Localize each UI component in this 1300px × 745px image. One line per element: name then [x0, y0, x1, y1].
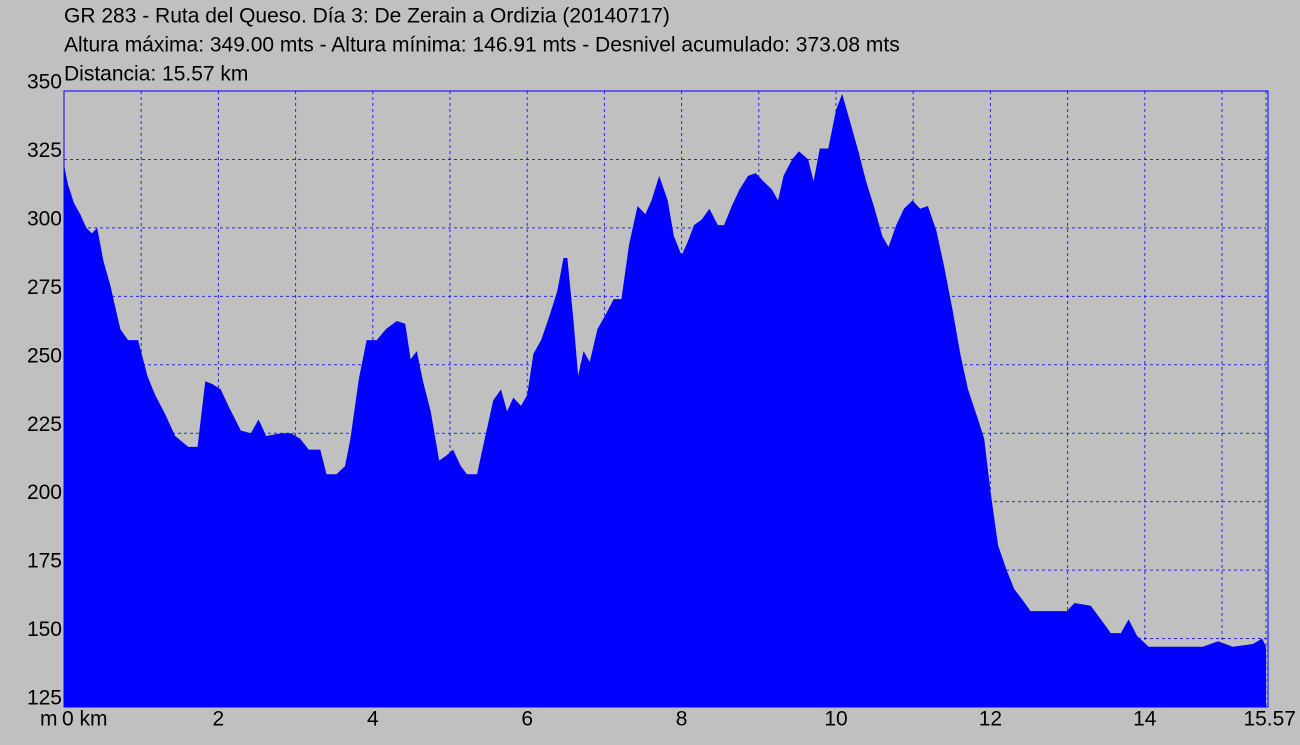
chart-subtitle: Altura máxima: 349.00 mts - Altura mínim… [64, 34, 900, 57]
distance-label: Distancia: 15.57 km [64, 63, 248, 86]
y-tick-label: 200 [27, 481, 62, 504]
x-tick-label: 15.57 [1243, 708, 1296, 731]
x-tick-label: 8 [676, 708, 688, 731]
x-tick-label: 12 [979, 708, 1002, 731]
x-tick-label: 4 [367, 708, 379, 731]
y-tick-label: 125 [27, 687, 62, 710]
x-tick-label: 0 km [62, 708, 108, 731]
y-tick-label: 175 [27, 550, 62, 573]
elevation-area [64, 93, 1266, 707]
x-tick-label: 14 [1133, 708, 1157, 731]
y-tick-label: 250 [27, 344, 62, 367]
x-tick-label: 2 [213, 708, 225, 731]
chart-title: GR 283 - Ruta del Queso. Día 3: De Zerai… [64, 5, 670, 28]
y-tick-label: 350 [27, 71, 62, 94]
y-axis-label: m [40, 708, 58, 731]
x-tick-label: 6 [521, 708, 533, 731]
y-tick-label: 150 [27, 618, 62, 641]
x-tick-label: 10 [824, 708, 847, 731]
y-tick-label: 325 [27, 139, 62, 162]
y-tick-label: 300 [27, 207, 62, 230]
plot-border [63, 90, 1269, 708]
y-tick-label: 225 [27, 413, 62, 436]
y-tick-label: 275 [27, 276, 62, 299]
